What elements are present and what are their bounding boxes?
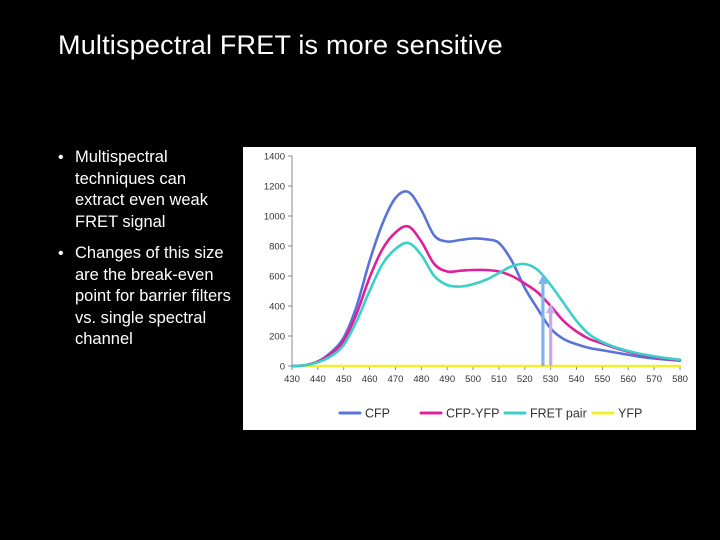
x-tick-label: 450 xyxy=(336,374,352,385)
x-tick-label: 580 xyxy=(672,374,688,385)
x-tick-label: 500 xyxy=(465,374,481,385)
x-tick-label: 470 xyxy=(388,374,404,385)
slide-title: Multispectral FRET is more sensitive xyxy=(58,30,503,60)
x-tick-label: 540 xyxy=(569,374,585,385)
series-line-cfp xyxy=(290,190,682,368)
bullet-dot-icon: • xyxy=(58,245,64,262)
y-tick-label: 1000 xyxy=(264,212,285,223)
x-tick-label: 530 xyxy=(543,374,559,385)
x-tick-label: 510 xyxy=(491,374,507,385)
series-line-cfp-yfp xyxy=(290,224,682,368)
bullet-dot-icon: • xyxy=(58,149,64,166)
x-tick-label: 430 xyxy=(284,374,300,385)
x-tick-label: 560 xyxy=(620,374,636,385)
legend-label: YFP xyxy=(618,407,642,421)
x-tick-label: 570 xyxy=(646,374,662,385)
x-tick-label: 460 xyxy=(362,374,378,385)
legend-label: FRET pair xyxy=(530,407,587,421)
y-tick-label: 800 xyxy=(269,242,285,253)
bullet-text: Changes of this size are the break-even … xyxy=(75,244,231,348)
y-tick-label: 0 xyxy=(280,362,285,373)
x-tick-label: 480 xyxy=(413,374,429,385)
x-tick-label: 490 xyxy=(439,374,455,385)
legend-label: CFP xyxy=(365,407,390,421)
series-line-fret-pair xyxy=(290,241,682,368)
y-tick-label: 400 xyxy=(269,302,285,313)
bullet-item: • Multispectral techniques can extract e… xyxy=(58,147,238,233)
y-tick-label: 200 xyxy=(269,332,285,343)
legend-label: CFP-YFP xyxy=(446,407,499,421)
x-tick-label: 550 xyxy=(594,374,610,385)
x-tick-label: 440 xyxy=(310,374,326,385)
bullet-list: • Multispectral techniques can extract e… xyxy=(58,147,238,361)
x-tick-label: 520 xyxy=(517,374,533,385)
bullet-text: Multispectral techniques can extract eve… xyxy=(75,148,208,231)
spectrum-chart: 0 200 400 600 800 1000 1200 1400 430 440 450 460 470… xyxy=(264,152,688,421)
bullet-item: • Changes of this size are the break-eve… xyxy=(58,243,238,351)
chart-panel: 0 200 400 600 800 1000 1200 1400 430 440 450 460 470… xyxy=(243,147,696,430)
y-tick-label: 1400 xyxy=(264,152,285,163)
y-tick-label: 600 xyxy=(269,272,285,283)
y-tick-label: 1200 xyxy=(264,182,285,193)
